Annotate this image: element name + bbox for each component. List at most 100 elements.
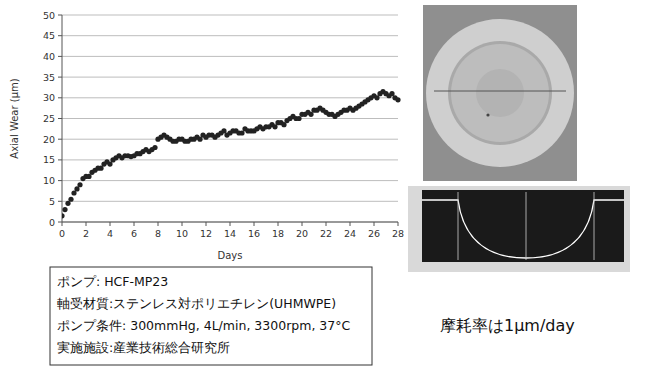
grid-line (62, 118, 398, 119)
y-tick-label: 20 (43, 134, 55, 145)
y-tick (58, 56, 62, 57)
photo-wear-area (451, 44, 549, 142)
x-tick-label: 4 (107, 228, 113, 239)
x-tick (374, 222, 375, 226)
photo-center (476, 69, 524, 117)
x-tick-label: 18 (272, 228, 284, 239)
x-tick-label: 12 (200, 228, 212, 239)
data-point (296, 116, 301, 121)
x-tick (350, 222, 351, 226)
x-tick-label: 28 (392, 228, 404, 239)
grid-line (62, 97, 398, 98)
data-point (239, 130, 244, 135)
y-tick (58, 15, 62, 16)
grid-line (62, 77, 398, 78)
data-point (281, 122, 286, 127)
photo-scan-line (434, 91, 566, 92)
page: 0510152025303540455002468101214161820222… (0, 0, 651, 372)
y-tick (58, 35, 62, 36)
y-tick (58, 159, 62, 160)
data-point (197, 137, 202, 142)
data-point (74, 186, 79, 191)
data-point (62, 207, 67, 212)
x-tick (278, 222, 279, 226)
x-tick (326, 222, 327, 226)
x-tick (62, 222, 63, 226)
x-tick (182, 222, 183, 226)
x-axis-title: Days (218, 250, 243, 261)
x-tick-label: 6 (131, 228, 137, 239)
y-tick (58, 222, 62, 223)
grid-line (62, 180, 398, 181)
y-tick (58, 180, 62, 181)
data-point (62, 213, 65, 218)
y-tick-label: 40 (43, 51, 55, 62)
data-point (71, 190, 76, 195)
info-line: 軸受材質:ステンレス対ポリエチレン(UHMWPE) (57, 296, 336, 311)
y-axis-title: Axial Wear (μm) (9, 78, 20, 158)
y-tick (58, 118, 62, 119)
data-point (374, 95, 379, 100)
data-point (86, 174, 91, 179)
x-tick (110, 222, 111, 226)
x-tick (254, 222, 255, 226)
x-tick-label: 0 (59, 228, 65, 239)
y-tick-label: 25 (43, 113, 55, 124)
x-axis (62, 222, 398, 223)
photo-outer-ring (426, 19, 574, 167)
data-point (65, 201, 70, 206)
photo-bg (423, 5, 577, 181)
x-tick (302, 222, 303, 226)
info-box: ポンプ: HCF-MP23 軸受材質:ステンレス対ポリエチレン(UHMWPE) ポン… (50, 267, 372, 365)
photo-speck (486, 113, 489, 116)
photo-ring-edge (448, 41, 552, 145)
profile-bg (422, 190, 624, 262)
x-tick-label: 20 (296, 228, 308, 239)
x-tick (158, 222, 159, 226)
info-line: ポンプ: HCF-MP23 (57, 274, 168, 289)
data-point (152, 145, 157, 150)
y-tick-label: 50 (43, 10, 55, 21)
info-frame (50, 267, 372, 365)
y-tick-label: 10 (43, 175, 55, 186)
y-axis (62, 15, 63, 222)
grid-line (62, 139, 398, 140)
data-point (395, 97, 400, 102)
y-tick (58, 139, 62, 140)
data-point (221, 128, 226, 133)
x-tick-label: 16 (248, 228, 260, 239)
wear-rate-annotation: 摩耗率は1μm/day (440, 316, 575, 335)
grid-line (62, 222, 398, 223)
data-points (62, 89, 401, 218)
data-point (68, 197, 73, 202)
grid-line (62, 201, 398, 202)
x-tick-label: 26 (368, 228, 380, 239)
x-tick-label: 10 (176, 228, 188, 239)
info-line: 実施施設:産業技術総合研究所 (57, 340, 230, 355)
x-tick (398, 222, 399, 226)
y-tick-label: 45 (43, 30, 55, 41)
x-tick-label: 8 (155, 228, 161, 239)
profile-frame (408, 186, 630, 272)
grid-line (62, 15, 398, 16)
x-tick (134, 222, 135, 226)
y-tick-label: 15 (43, 154, 55, 165)
y-tick (58, 97, 62, 98)
x-tick (206, 222, 207, 226)
x-tick (230, 222, 231, 226)
data-point (77, 182, 82, 187)
y-tick-label: 0 (49, 217, 55, 228)
grid-line (62, 56, 398, 57)
data-point (272, 124, 277, 129)
data-point (107, 161, 112, 166)
data-point (98, 166, 103, 171)
profile-marker (594, 192, 595, 260)
info-line: ポンプ条件: 300mmHg, 4L/min, 3300rpm, 37°C (57, 318, 350, 333)
profile-marker (526, 192, 527, 260)
profile-plot (408, 186, 630, 272)
x-tick-label: 14 (224, 228, 236, 239)
profile-marker (458, 192, 459, 260)
wear-chart: 0510152025303540455002468101214161820222… (9, 10, 404, 262)
x-tick-label: 24 (344, 228, 356, 239)
wear-photo (423, 5, 577, 181)
